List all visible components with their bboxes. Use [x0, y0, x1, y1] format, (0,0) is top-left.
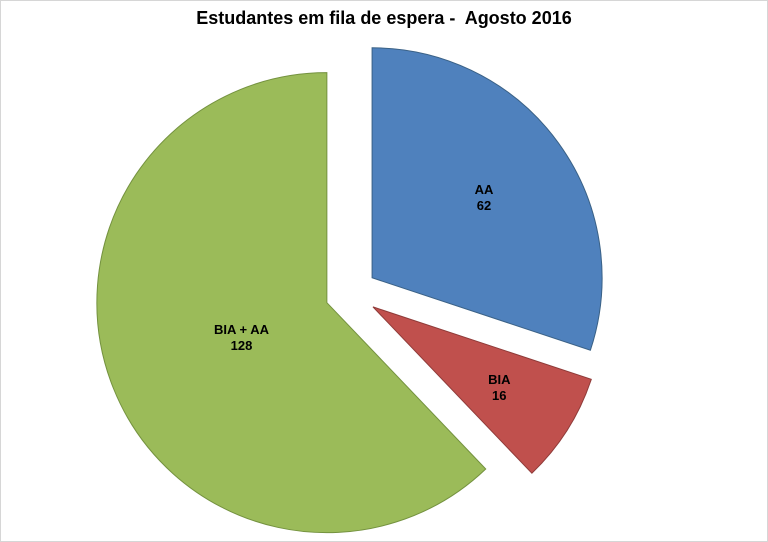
pie-slice-aa: [371, 47, 603, 351]
slice-label-bia-aa: BIA + AA 128: [214, 322, 270, 353]
pie-slice-bia: [372, 306, 592, 474]
pie-slice-bia-aa: [96, 72, 487, 534]
slice-label-aa: AA 62: [475, 182, 494, 213]
chart-title: Estudantes em fila de espera - Agosto 20…: [196, 8, 572, 28]
slice-label-bia: BIA 16: [488, 372, 511, 403]
